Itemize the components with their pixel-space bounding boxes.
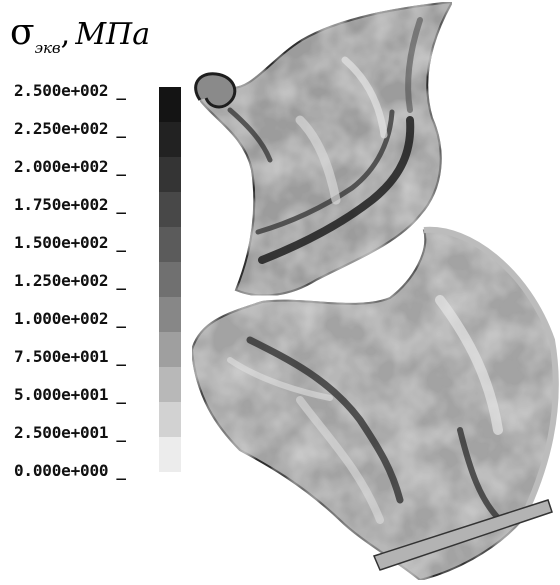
upper-blade-part — [194, 0, 454, 297]
separator: , — [60, 17, 71, 52]
color-scale-band — [159, 262, 181, 298]
color-scale-band — [159, 192, 181, 228]
stress-contour-render — [190, 0, 559, 582]
color-scale-band — [159, 227, 181, 263]
legend-label: 0.000e+000 _ — [14, 461, 126, 480]
legend-label: 1.250e+002 _ — [14, 271, 126, 290]
legend-label: 2.500e+001 _ — [14, 423, 126, 442]
color-scale-band — [159, 332, 181, 368]
stress-title: σэкв, МПа — [10, 12, 151, 57]
stress-legend: 2.500e+002 _ 2.250e+002 _ 2.000e+002 _ 1.75… — [14, 64, 184, 519]
legend-label: 2.250e+002 _ — [14, 119, 126, 138]
unit-label: МПа — [75, 17, 151, 52]
color-scale-band — [159, 157, 181, 193]
lower-blade-part — [190, 226, 559, 582]
color-scale-band — [159, 297, 181, 333]
legend-label: 1.000e+002 _ — [14, 309, 126, 328]
legend-label: 1.500e+002 _ — [14, 233, 126, 252]
color-scale-band — [159, 367, 181, 403]
color-scale-band — [159, 437, 181, 472]
color-scale-band — [159, 122, 181, 158]
sigma-symbol: σ — [10, 12, 35, 53]
color-scale-band — [159, 87, 181, 123]
legend-label: 2.500e+002 _ — [14, 81, 126, 100]
color-scale-band — [159, 402, 181, 438]
subscript: экв — [34, 39, 61, 57]
color-scale-bar — [159, 87, 181, 472]
legend-label: 2.000e+002 _ — [14, 157, 126, 176]
legend-label: 5.000e+001 _ — [14, 385, 126, 404]
legend-label: 7.500e+001 _ — [14, 347, 126, 366]
legend-label: 1.750e+002 _ — [14, 195, 126, 214]
